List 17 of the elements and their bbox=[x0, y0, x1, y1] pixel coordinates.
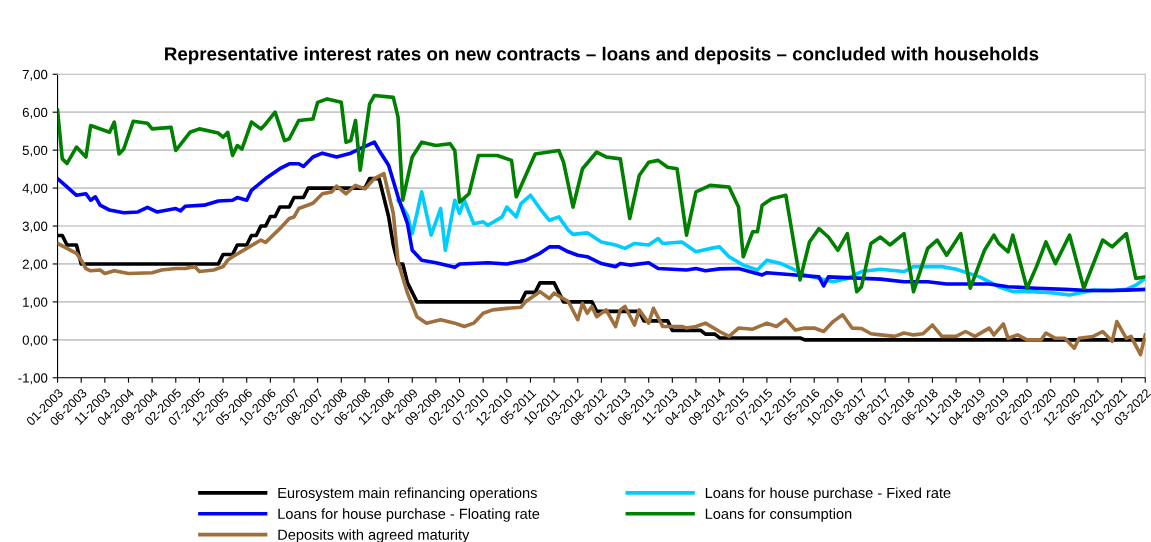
y-tick-label: 2,00 bbox=[22, 259, 48, 271]
y-tick-label: 7,00 bbox=[22, 69, 48, 81]
y-tick-label: 3,00 bbox=[22, 221, 48, 233]
legend-label: Loans for house purchase - Fixed rate bbox=[705, 487, 951, 501]
chart-title: Representative interest rates on new contracts – loans and deposits – concluded with households bbox=[165, 46, 1039, 65]
y-tick-label: 5,00 bbox=[22, 145, 48, 157]
y-tick-label: 1,00 bbox=[23, 297, 48, 309]
y-tick-label: 0,00 bbox=[22, 335, 48, 347]
legend-label: Deposits with agreed maturity bbox=[278, 529, 470, 542]
y-tick-label: -1,00 bbox=[18, 373, 48, 385]
y-tick-label: 6,00 bbox=[22, 107, 48, 119]
legend-label: Loans for house purchase - Floating rate bbox=[278, 508, 540, 522]
legend-label: Loans for consumption bbox=[705, 508, 852, 522]
legend-label: Eurosystem main refinancing operations bbox=[278, 487, 537, 501]
y-tick-label: 4,00 bbox=[22, 183, 48, 195]
line-series bbox=[57, 140, 1146, 293]
line-series bbox=[57, 93, 1146, 294]
